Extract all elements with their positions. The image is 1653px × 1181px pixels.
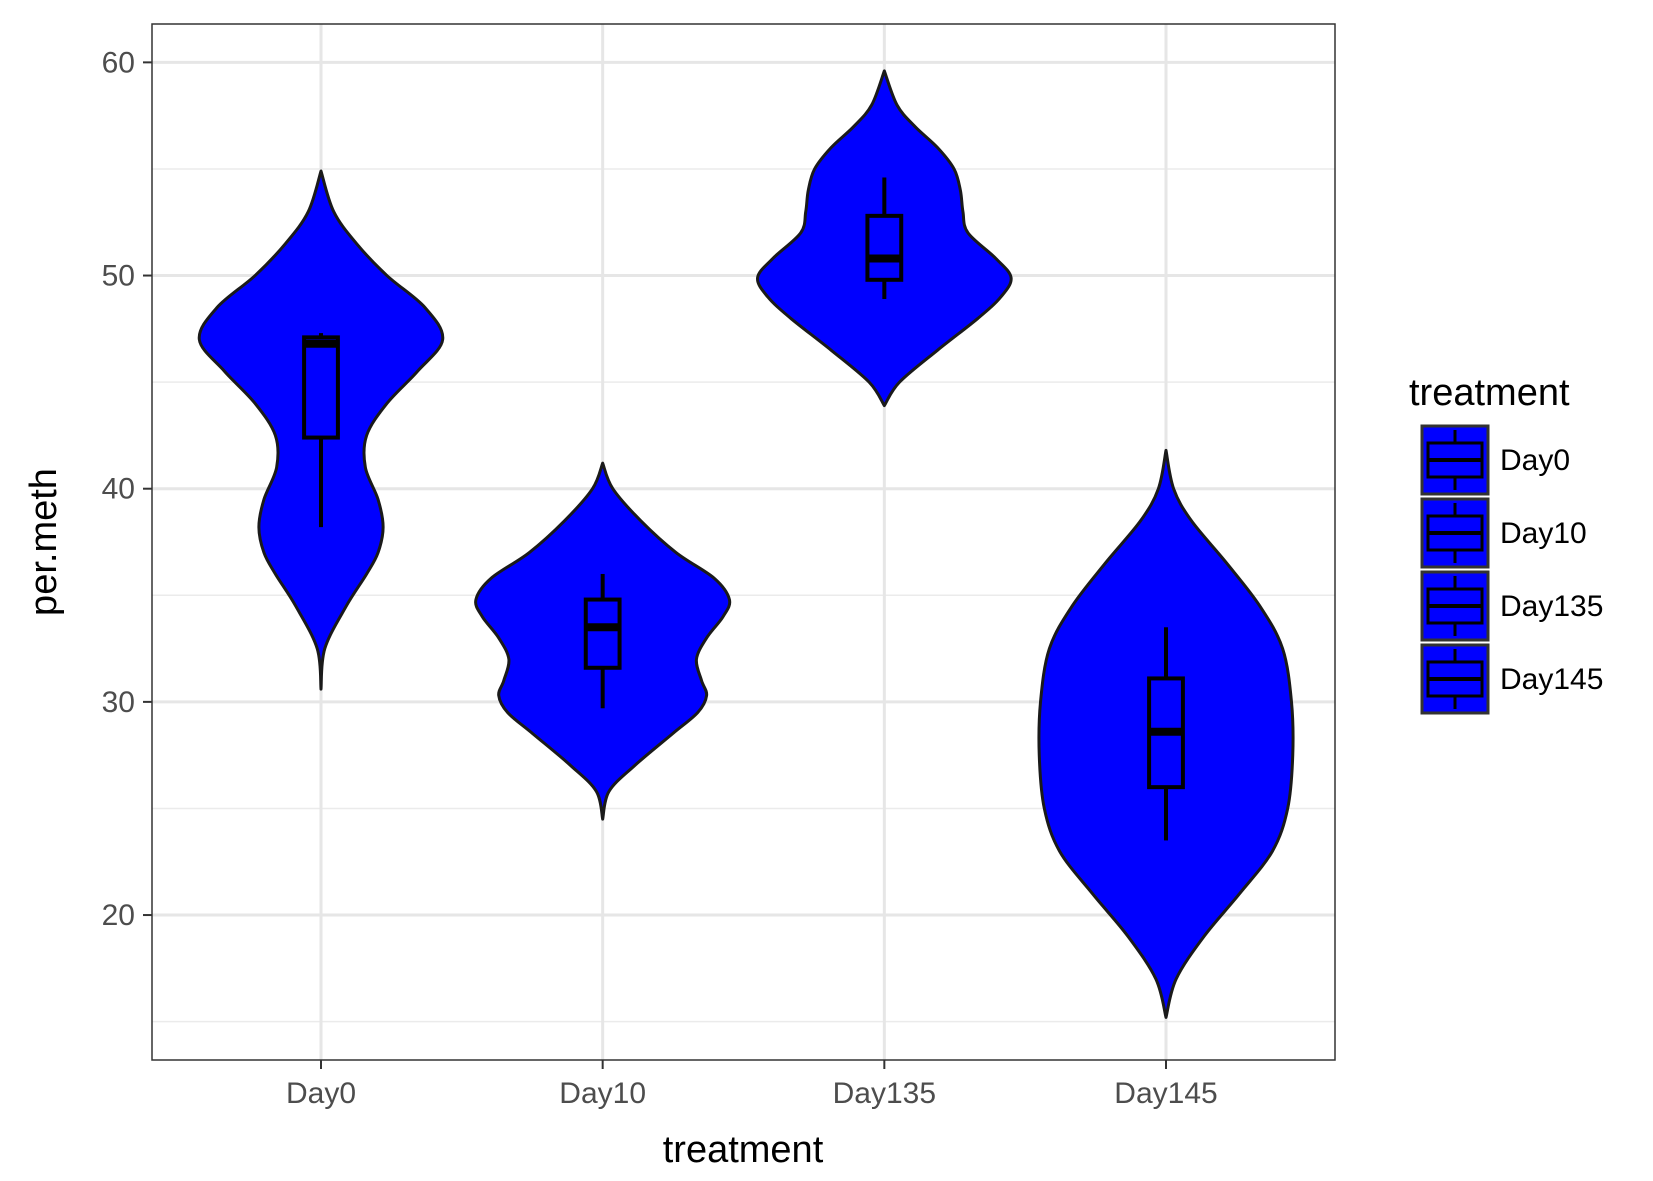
legend-item-Day10: Day10 [1420, 497, 1587, 569]
legend-item-Day145: Day145 [1420, 643, 1603, 715]
boxplot-Day135 [865, 177, 904, 299]
y-tick-label: 50 [102, 260, 135, 293]
plot-panel-border [151, 23, 1336, 1061]
y-axis: 20 30 40 50 60 [102, 46, 152, 932]
y-tick-label: 30 [102, 686, 135, 719]
x-tick-label: Day0 [286, 1077, 356, 1110]
boxplot-Day0 [302, 333, 340, 528]
y-axis-title: per.meth [23, 468, 65, 616]
y-tick-label: 20 [102, 899, 135, 932]
x-axis-title: treatment [663, 1129, 824, 1171]
x-axis: Day0 Day10 Day135 Day145 [286, 1060, 1218, 1110]
x-tick-label: Day10 [559, 1077, 646, 1110]
y-tick-label: 40 [102, 473, 135, 506]
boxplot-Day145 [1147, 627, 1185, 841]
x-tick-label: Day145 [1114, 1077, 1217, 1110]
legend-title: treatment [1409, 372, 1570, 414]
box-iqr [865, 213, 904, 282]
legend: treatment Day0 Day10 Day135 Day145 [1409, 372, 1603, 715]
boxplots [302, 177, 1185, 841]
legend-item-Day0: Day0 [1420, 424, 1570, 496]
legend-label: Day10 [1500, 517, 1587, 550]
y-tick-label: 60 [102, 46, 135, 79]
box-iqr [583, 597, 622, 670]
legend-label: Day145 [1500, 663, 1603, 696]
legend-label: Day0 [1500, 444, 1570, 477]
boxplot-Day10 [583, 573, 622, 709]
legend-label: Day135 [1500, 590, 1603, 623]
box-iqr [302, 335, 340, 440]
legend-item-Day135: Day135 [1420, 570, 1603, 642]
x-tick-label: Day135 [833, 1077, 936, 1110]
